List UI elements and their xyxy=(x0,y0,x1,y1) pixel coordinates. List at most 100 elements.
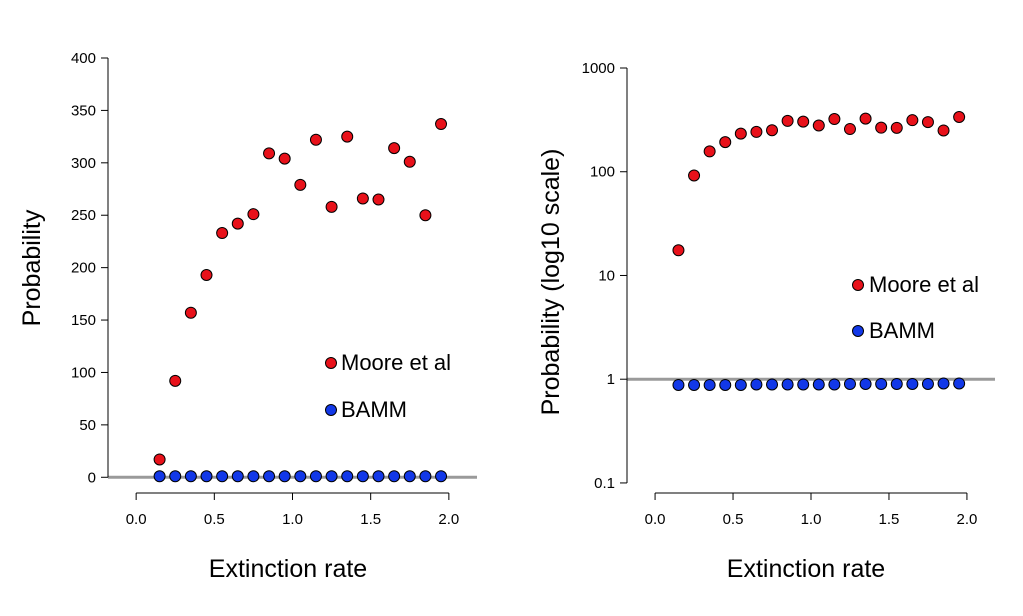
left-points xyxy=(153,118,448,483)
moore-point xyxy=(734,127,747,140)
moore-point xyxy=(169,374,182,387)
moore-point xyxy=(309,133,322,146)
left-y-tick-label: 100 xyxy=(71,364,96,381)
bamm-point xyxy=(372,470,385,483)
bamm-point xyxy=(937,377,950,390)
bamm-point xyxy=(688,378,701,391)
bamm-point xyxy=(216,470,229,483)
moore-point xyxy=(672,244,685,257)
left-axes: 0 50 100 150 200 250 300 350 400 0.0 0.5 1.0 1.5 2.0 xyxy=(71,50,459,528)
left-x-tick-label: 0.5 xyxy=(204,511,225,528)
moore-point xyxy=(937,124,950,137)
right-y-tick-label: 10 xyxy=(598,267,615,284)
bamm-point xyxy=(812,378,825,391)
bamm-point xyxy=(921,377,934,390)
bamm-point xyxy=(703,378,716,391)
bamm-point xyxy=(278,470,291,483)
left-y-tick-label: 50 xyxy=(79,417,96,434)
bamm-point xyxy=(341,470,354,483)
moore-point xyxy=(435,118,448,131)
legend-marker-bamm xyxy=(325,404,337,416)
moore-point xyxy=(216,227,229,240)
right-y-tick-label: 100 xyxy=(590,164,615,181)
moore-point xyxy=(278,152,291,165)
legend-marker-moore xyxy=(325,357,337,369)
bamm-point xyxy=(231,470,244,483)
moore-point xyxy=(750,125,763,138)
bamm-point xyxy=(953,377,966,390)
left-x-tick-label: 2.0 xyxy=(438,511,459,528)
bamm-point xyxy=(263,470,276,483)
moore-point xyxy=(153,453,166,466)
legend-marker-moore xyxy=(852,279,864,291)
legend-label-bamm: BAMM xyxy=(869,318,935,343)
right-legend: Moore et al BAMM xyxy=(852,272,979,343)
moore-point xyxy=(419,209,432,222)
bamm-point xyxy=(906,377,919,390)
bamm-point xyxy=(890,377,903,390)
moore-point xyxy=(263,147,276,160)
left-y-axis-title: Probability xyxy=(18,209,46,326)
moore-point xyxy=(766,124,779,137)
bamm-point xyxy=(184,470,197,483)
moore-point xyxy=(184,306,197,319)
left-y-tick-label: 250 xyxy=(71,207,96,224)
right-y-tick-label: 1000 xyxy=(582,60,615,77)
left-y-tick-label: 350 xyxy=(71,102,96,119)
bamm-point xyxy=(247,470,260,483)
moore-point xyxy=(953,111,966,124)
legend-label-moore: Moore et al xyxy=(341,350,451,375)
moore-point xyxy=(719,136,732,149)
left-y-tick-label: 150 xyxy=(71,312,96,329)
bamm-point xyxy=(388,470,401,483)
left-y-tick-label: 300 xyxy=(71,155,96,172)
legend-label-bamm: BAMM xyxy=(341,397,407,422)
moore-point xyxy=(890,121,903,134)
moore-point xyxy=(403,155,416,168)
right-x-tick-label: 1.5 xyxy=(879,511,900,528)
moore-point xyxy=(921,116,934,129)
moore-point xyxy=(859,112,872,125)
bamm-point xyxy=(169,470,182,483)
moore-point xyxy=(325,200,338,213)
bamm-point xyxy=(403,470,416,483)
bamm-point xyxy=(875,377,888,390)
bamm-point xyxy=(672,378,685,391)
right-x-tick-label: 2.0 xyxy=(957,511,978,528)
right-axes: 0.1 1 10 100 1000 0.0 0.5 1.0 1.5 2.0 xyxy=(582,60,978,528)
legend-marker-bamm xyxy=(852,325,864,337)
bamm-point xyxy=(766,378,779,391)
moore-point xyxy=(247,208,260,221)
moore-point xyxy=(781,114,794,127)
bamm-point xyxy=(325,470,338,483)
left-x-axis-title: Extinction rate xyxy=(209,555,367,583)
right-y-tick-label: 0.1 xyxy=(594,475,615,492)
left-y-tick-label: 0 xyxy=(88,469,96,486)
bamm-point xyxy=(309,470,322,483)
left-y-tick-label: 200 xyxy=(71,260,96,277)
moore-point xyxy=(231,217,244,230)
moore-point xyxy=(294,178,307,191)
moore-point xyxy=(906,114,919,127)
right-x-axis-title: Extinction rate xyxy=(727,555,885,583)
moore-point xyxy=(341,130,354,143)
bamm-point xyxy=(843,377,856,390)
moore-point xyxy=(875,121,888,134)
moore-point xyxy=(200,268,213,281)
bamm-point xyxy=(828,378,841,391)
bamm-point xyxy=(719,378,732,391)
right-y-axis-title: Probability (log10 scale) xyxy=(537,149,565,416)
right-x-tick-label: 1.0 xyxy=(801,511,822,528)
bamm-point xyxy=(419,470,432,483)
bamm-point xyxy=(734,378,747,391)
moore-point xyxy=(356,192,369,205)
bamm-point xyxy=(859,377,872,390)
moore-point xyxy=(828,113,841,126)
bamm-point xyxy=(153,470,166,483)
right-x-tick-label: 0.0 xyxy=(645,511,666,528)
bamm-point xyxy=(750,378,763,391)
bamm-point xyxy=(356,470,369,483)
bamm-point xyxy=(200,470,213,483)
moore-point xyxy=(372,193,385,206)
